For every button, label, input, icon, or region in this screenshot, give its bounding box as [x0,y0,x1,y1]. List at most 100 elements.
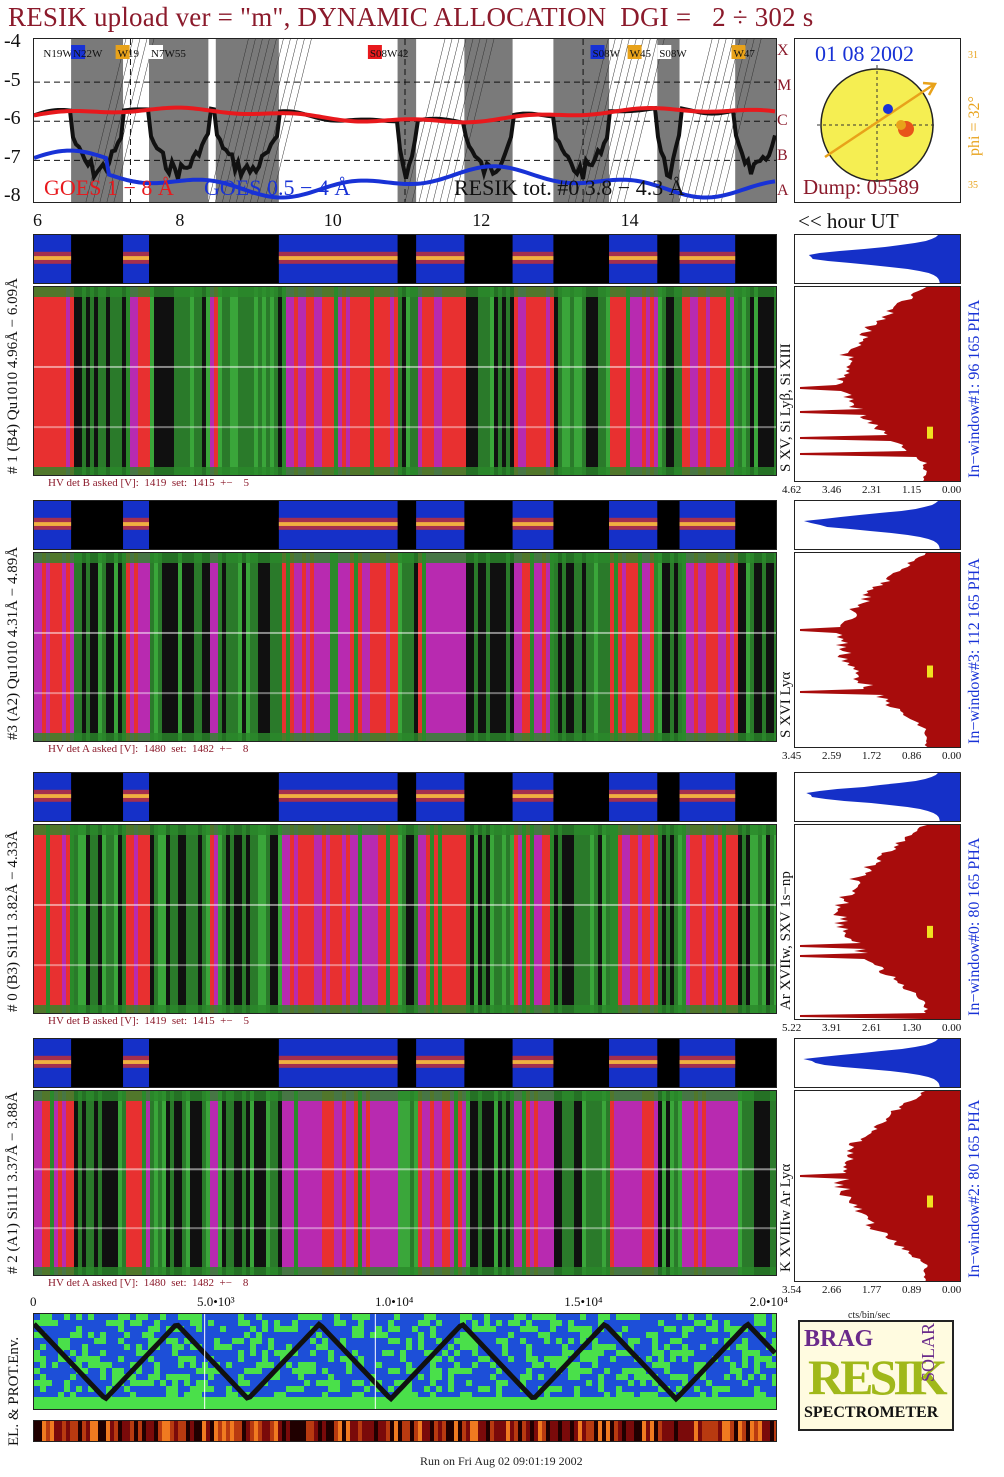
env-cell [544,1356,550,1362]
spectrogram-column [102,287,106,475]
strip-cell [498,1421,502,1441]
spectrogram-column [62,287,66,475]
spectrogram-column [78,553,82,741]
spectrogram-column [82,825,86,1013]
env-cell [136,1380,142,1386]
spectrogram-column [762,553,766,741]
env-cell [322,1338,328,1344]
env-cell [172,1386,178,1392]
strip-cell [634,1421,638,1441]
strip-cell [526,1421,530,1441]
spectrogram-column [178,825,182,1013]
env-cell [742,1380,748,1386]
env-cell [178,1374,184,1380]
goes-hatch [706,39,748,202]
env-cell [292,1326,298,1332]
spectrogram-column [566,553,570,741]
strip-line-core [512,256,554,260]
spectrogram-column [418,553,422,741]
env-cell [700,1374,706,1380]
spectrogram-column [442,825,446,1013]
strip-line-core [609,522,658,526]
spectrogram-column [610,553,614,741]
spectrogram-column [214,825,218,1013]
spectrogram-column [530,287,534,475]
env-cell [688,1314,694,1320]
spectrogram-column [738,553,742,741]
env-cell [472,1344,478,1350]
spectrogram-column [610,1091,614,1275]
strip-cell [734,1421,738,1441]
spectrogram-column [434,1091,438,1275]
env-cell [268,1338,274,1344]
goes-hatch [616,39,658,202]
spectrogram-column [318,553,322,741]
env-cell [292,1386,298,1392]
spectrogram-column [226,825,230,1013]
spectrogram-column [222,287,226,475]
spectrogram-column [122,1091,126,1275]
environment-panel [33,1313,777,1410]
spectrogram-column [690,287,694,475]
env-cell [454,1338,460,1344]
spectrogram-column [406,1091,410,1275]
strip-line-core [34,794,72,798]
spectrogram-column [698,287,702,475]
spectrogram-column [762,287,766,475]
spectrogram-column [218,1091,222,1275]
env-cell [556,1320,562,1326]
spectrogram-column [334,553,338,741]
env-cell [502,1338,508,1344]
spectrogram-column [366,825,370,1013]
spectrogram-column [678,825,682,1013]
env-cell [262,1356,268,1362]
spectrogram-column [562,825,566,1013]
spectrogram-column [242,825,246,1013]
env-cell [118,1338,124,1344]
env-cell [424,1314,430,1320]
strip-cell [570,1421,574,1441]
spectrogram-column [474,553,478,741]
env-cell [658,1386,664,1392]
spectrogram-column [726,287,730,475]
spectrogram-column [210,1091,214,1275]
spectrogram-column [430,1091,434,1275]
strip-cell [578,1421,582,1441]
spectrogram-column [70,825,74,1013]
spectrogram-column [474,825,478,1013]
spectrogram-column [590,1091,594,1275]
env-cell [502,1350,508,1356]
spectrogram-column [254,553,258,741]
env-cell [394,1326,400,1332]
env-cell [568,1326,574,1332]
spectrogram-column [670,287,674,475]
env-cell [556,1362,562,1368]
spectrogram-column [394,553,398,741]
spectrogram-column [590,287,594,475]
strip-cell [490,1421,494,1441]
spectrogram-column [702,1091,706,1275]
spectrogram-column [370,825,374,1013]
env-cell [250,1338,256,1344]
env-cell [166,1392,172,1398]
detector-0-spectrogram [33,286,777,476]
strip-cell [482,1421,486,1441]
spectrogram-column [722,1091,726,1275]
strip-cell [106,1421,110,1441]
spectrogram-line [34,631,776,634]
spectrogram-column [410,287,414,475]
spectrogram-column [678,1091,682,1275]
spectrogram-column [482,553,486,741]
env-cell [154,1362,160,1368]
env-cell [736,1368,742,1374]
spectrogram-column [714,553,718,741]
goes-x-tick: 12 [472,210,491,230]
spectrogram-column [446,287,450,475]
env-cell [304,1314,310,1320]
strip-cell [530,1421,534,1441]
detector-2-top-strip [33,772,777,822]
env-cell [148,1332,154,1338]
env-cell [622,1350,628,1356]
strip-cell [210,1421,214,1441]
strip-cell [410,1421,414,1441]
